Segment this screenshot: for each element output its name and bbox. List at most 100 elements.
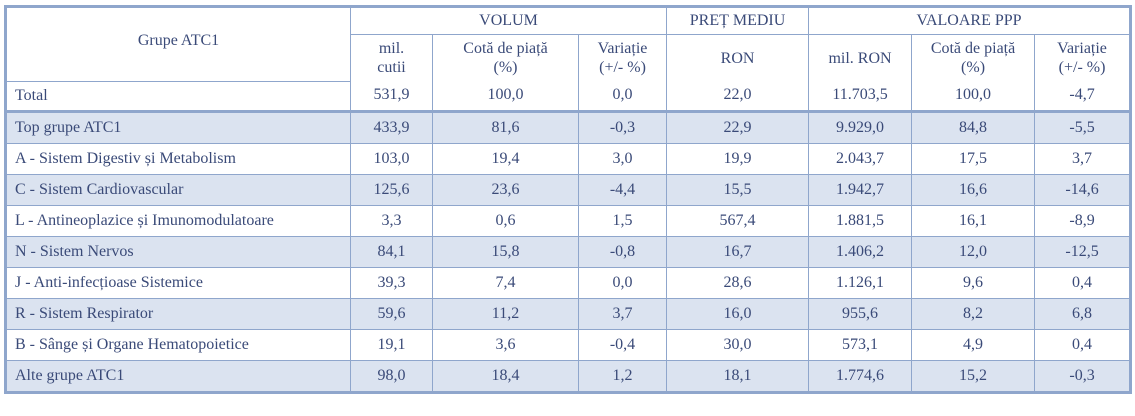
cell-pret-ron: 15,5 — [666, 173, 810, 206]
cell-mil-ron: 1.942,7 — [808, 173, 913, 206]
total-cota-volum: 100,0 — [432, 81, 579, 112]
cell-group-label: C - Sistem Cardiovascular — [5, 173, 351, 206]
cell-cota-volum: 19,4 — [432, 142, 579, 175]
total-variatie-volum: 0,0 — [577, 81, 668, 112]
cell-cota-volum: 81,6 — [432, 109, 579, 144]
cell-mil-cutii: 84,1 — [350, 235, 433, 268]
cell-variatie-volum: -0,3 — [577, 109, 668, 144]
cell-pret-ron: 22,9 — [666, 109, 810, 144]
header-row-units: mil. cutii Cotă de piață (%) Variație (+/- … — [6, 34, 1132, 81]
header-volum: VOLUM — [349, 6, 668, 35]
cell-variatie-volum: 1,2 — [577, 359, 668, 393]
cell-mil-cutii: 19,1 — [350, 328, 433, 361]
cell-variatie-volum: 3,0 — [577, 142, 668, 175]
cell-variatie-volum: -0,4 — [577, 328, 668, 361]
cell-cota-valoare: 12,0 — [911, 235, 1036, 268]
total-label: Total — [5, 81, 351, 112]
cell-cota-volum: 11,2 — [432, 297, 579, 330]
cell-pret-ron: 30,0 — [666, 328, 810, 361]
cell-pret-ron: 19,9 — [666, 142, 810, 175]
cell-group-label: N - Sistem Nervos — [5, 235, 351, 268]
cell-mil-cutii: 59,6 — [350, 297, 433, 330]
cell-cota-volum: 23,6 — [432, 173, 579, 206]
header-variatie-valoare: Variație (+/- %) — [1034, 34, 1132, 81]
total-mil-cutii: 531,9 — [350, 81, 433, 112]
cell-variatie-valoare: 0,4 — [1034, 266, 1132, 299]
cell-cota-valoare: 8,2 — [911, 297, 1036, 330]
table-row: J - Anti-infecțioase Sistemice 39,3 7,4 0,0… — [5, 266, 1132, 299]
cell-variatie-valoare: -8,9 — [1034, 204, 1132, 237]
total-mil-ron: 11.703,5 — [808, 81, 913, 112]
header-pret-mediu: PREȚ MEDIU — [666, 6, 810, 35]
cell-cota-valoare: 16,1 — [911, 204, 1036, 237]
cell-variatie-valoare: -14,6 — [1034, 173, 1132, 206]
cell-variatie-volum: -4,4 — [577, 173, 668, 206]
cell-pret-ron: 16,0 — [666, 297, 810, 330]
total-variatie-valoare: -4,7 — [1034, 81, 1132, 112]
cell-variatie-valoare: -0,3 — [1034, 359, 1132, 393]
cell-mil-cutii: 433,9 — [350, 109, 433, 144]
cell-variatie-valoare: -12,5 — [1034, 235, 1132, 268]
header-grupe-atc1: Grupe ATC1 — [5, 6, 351, 82]
cell-cota-volum: 0,6 — [432, 204, 579, 237]
table-row: Top grupe ATC1 433,9 81,6 -0,3 22,9 9.929,0 84… — [5, 109, 1132, 144]
cell-pret-ron: 567,4 — [666, 204, 810, 237]
cell-group-label: J - Anti-infecțioase Sistemice — [5, 266, 351, 299]
cell-variatie-volum: 3,7 — [577, 297, 668, 330]
cell-group-label: Alte grupe ATC1 — [5, 359, 351, 393]
total-row: Total 531,9 100,0 0,0 22,0 11.703,5 100,… — [5, 81, 1132, 112]
cell-cota-valoare: 9,6 — [911, 266, 1036, 299]
cell-cota-volum: 15,8 — [432, 235, 579, 268]
cell-group-label: Top grupe ATC1 — [5, 109, 351, 144]
cell-cota-valoare: 16,6 — [911, 173, 1036, 206]
cell-variatie-valoare: 3,7 — [1034, 142, 1132, 175]
header-ron: RON — [666, 34, 810, 81]
cell-cota-volum: 3,6 — [432, 328, 579, 361]
cell-mil-ron: 1.126,1 — [808, 266, 913, 299]
cell-cota-volum: 7,4 — [432, 266, 579, 299]
cell-pret-ron: 28,6 — [666, 266, 810, 299]
total-cota-valoare: 100,0 — [911, 81, 1036, 112]
table-row: A - Sistem Digestiv și Metabolism 103,0 19… — [5, 142, 1132, 175]
header-row-groups: Grupe ATC1 VOLUM PREȚ MEDIU VALOARE PPP — [5, 6, 1132, 82]
header-mil-ron: mil. RON — [808, 34, 913, 81]
table-row: C - Sistem Cardiovascular 125,6 23,6 -4,4 15… — [5, 173, 1132, 206]
cell-group-label: R - Sistem Respirator — [5, 297, 351, 330]
table-row: R - Sistem Respirator 59,6 11,2 3,7 16,0 955,… — [5, 297, 1132, 330]
cell-variatie-valoare: 6,8 — [1034, 297, 1132, 330]
cell-mil-ron: 1.406,2 — [808, 235, 913, 268]
cell-mil-cutii: 103,0 — [350, 142, 433, 175]
header-variatie-volum: Variație (+/- %) — [577, 34, 668, 81]
atc1-market-table: Grupe ATC1 VOLUM PREȚ MEDIU VALOARE PPP … — [4, 5, 1133, 394]
header-cota-valoare: Cotă de piață (%) — [911, 34, 1036, 81]
cell-mil-ron: 1.881,5 — [808, 204, 913, 237]
cell-cota-valoare: 84,8 — [911, 109, 1036, 144]
cell-group-label: B - Sânge și Organe Hematopoietice — [5, 328, 351, 361]
cell-cota-valoare: 15,2 — [911, 359, 1036, 393]
cell-mil-ron: 9.929,0 — [808, 109, 913, 144]
cell-cota-valoare: 4,9 — [911, 328, 1036, 361]
cell-mil-cutii: 3,3 — [350, 204, 433, 237]
cell-cota-valoare: 17,5 — [911, 142, 1036, 175]
table-row: L - Antineoplazice și Imunomodulatoare 3,… — [5, 204, 1132, 237]
header-mil-cutii: mil. cutii — [350, 34, 433, 81]
cell-mil-cutii: 98,0 — [350, 359, 433, 393]
cell-pret-ron: 16,7 — [666, 235, 810, 268]
cell-variatie-volum: -0,8 — [577, 235, 668, 268]
cell-mil-cutii: 125,6 — [350, 173, 433, 206]
cell-mil-ron: 1.774,6 — [808, 359, 913, 393]
cell-group-label: A - Sistem Digestiv și Metabolism — [5, 142, 351, 175]
header-valoare-ppp: VALOARE PPP — [808, 6, 1132, 35]
cell-mil-cutii: 39,3 — [350, 266, 433, 299]
cell-variatie-volum: 0,0 — [577, 266, 668, 299]
header-cota-volum: Cotă de piață (%) — [432, 34, 579, 81]
cell-variatie-valoare: -5,5 — [1034, 109, 1132, 144]
cell-mil-ron: 955,6 — [808, 297, 913, 330]
table-row: N - Sistem Nervos 84,1 15,8 -0,8 16,7 1.406,2… — [5, 235, 1132, 268]
total-pret-ron: 22,0 — [666, 81, 810, 112]
cell-cota-volum: 18,4 — [432, 359, 579, 393]
cell-pret-ron: 18,1 — [666, 359, 810, 393]
cell-variatie-valoare: 0,4 — [1034, 328, 1132, 361]
cell-mil-ron: 2.043,7 — [808, 142, 913, 175]
table-row: Alte grupe ATC1 98,0 18,4 1,2 18,1 1.774,6 15,… — [5, 359, 1132, 393]
